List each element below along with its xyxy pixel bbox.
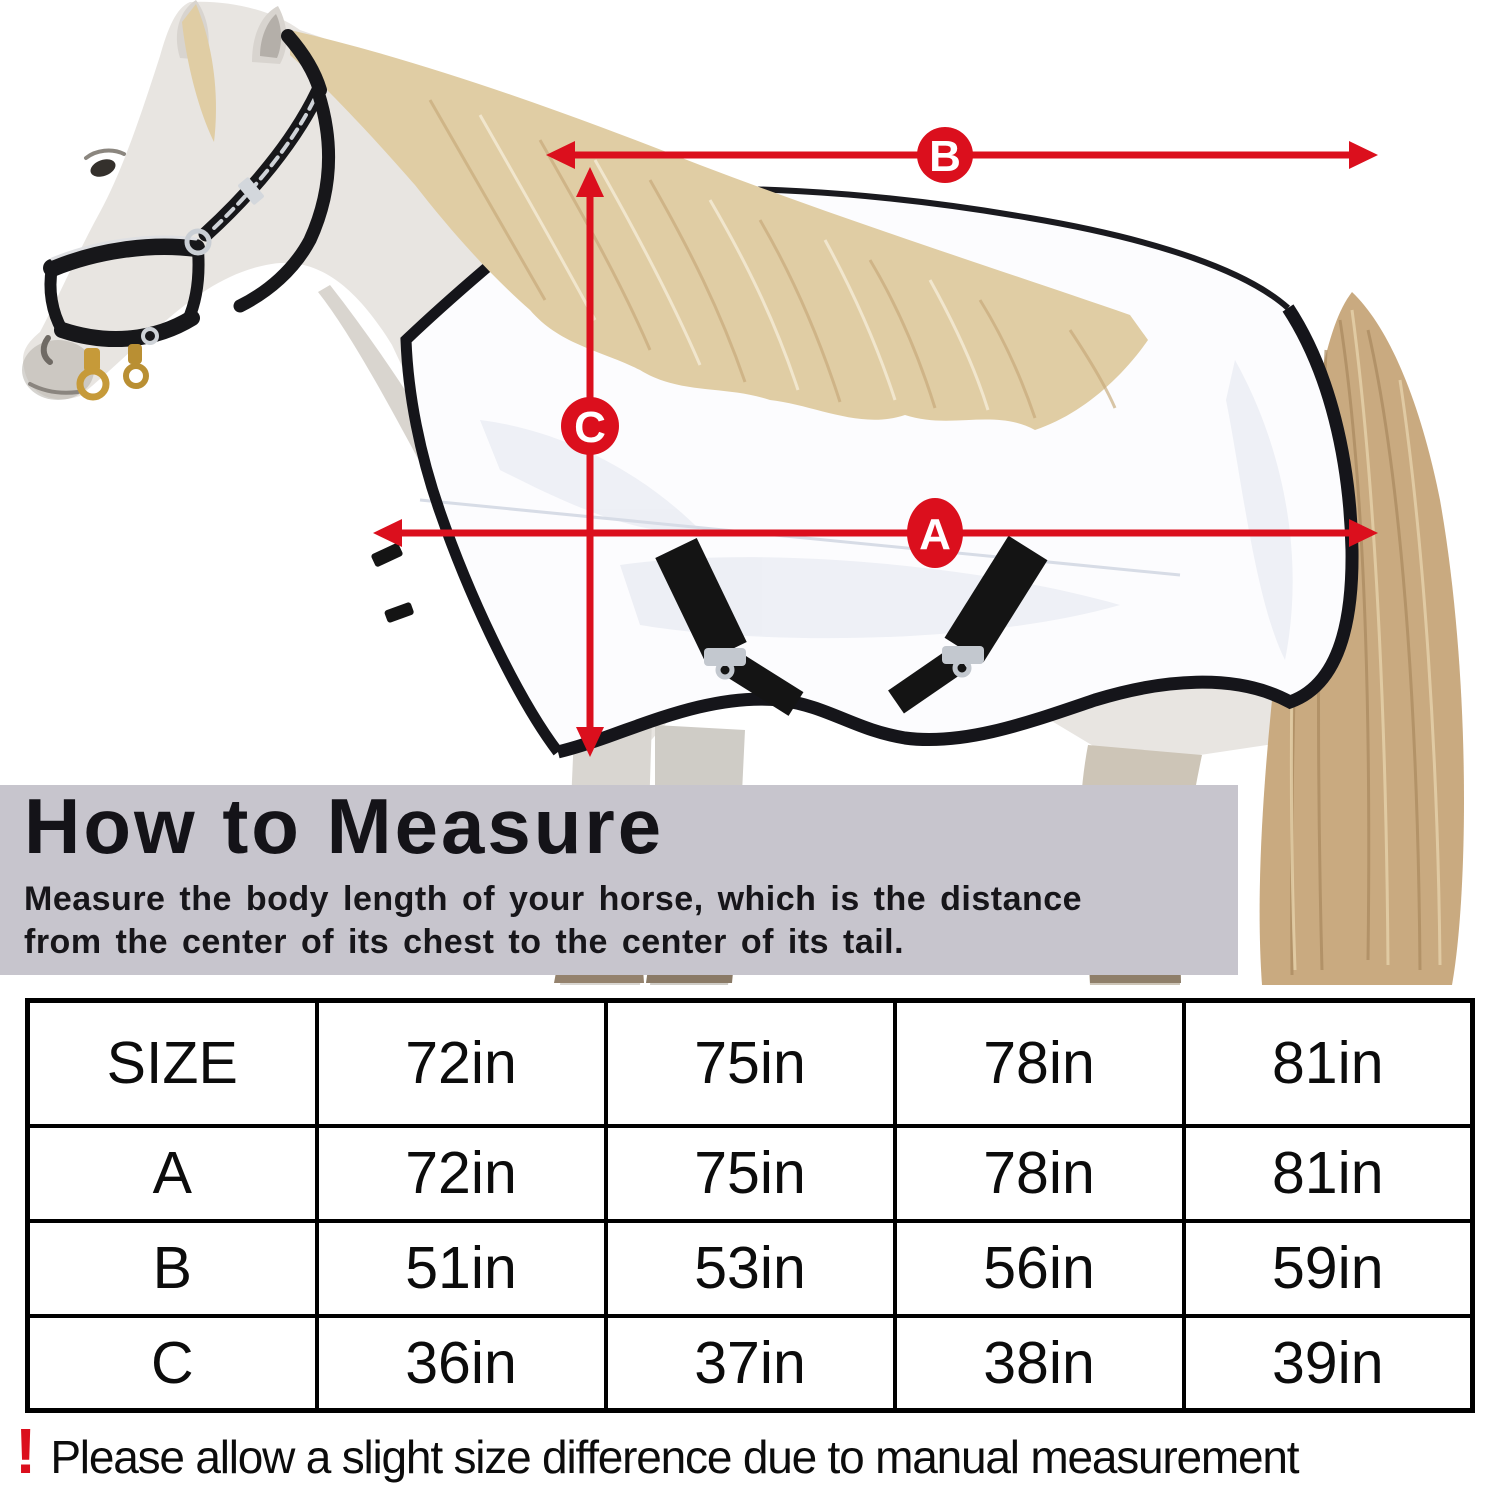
arrow-label-b: B <box>929 132 961 181</box>
halter-throat-strap <box>233 85 335 313</box>
mouth-line <box>28 382 80 395</box>
belly-straps <box>655 535 1048 716</box>
table-cell: 72in <box>314 1123 608 1223</box>
how-to-measure-panel: How to Measure Measure the body length o… <box>0 785 1238 975</box>
halter-noseband-piping <box>50 235 198 261</box>
table-row-b: B 51in 53in 56in 59in <box>25 1218 1475 1318</box>
arrowhead-a-left <box>373 519 402 547</box>
halter-side-ring <box>184 228 212 256</box>
table-cell: 59in <box>1181 1218 1475 1318</box>
halter-cheek-lower-strap <box>182 244 205 326</box>
front-fastener-tab-lower <box>384 602 414 623</box>
forelock <box>182 4 216 142</box>
table-cell: 39in <box>1181 1313 1475 1413</box>
measure-instruction-line2: from the center of its chest to the cent… <box>24 923 905 961</box>
arrow-a: A <box>373 498 1378 568</box>
exclamation-mark: ! <box>15 1415 37 1487</box>
table-cell: 75in <box>603 1123 897 1223</box>
arrow-label-a: A <box>919 510 951 559</box>
table-cell: 37in <box>603 1313 897 1413</box>
size-table: SIZE 72in 75in 78in 81in A 72in 75in 78i… <box>25 998 1475 1413</box>
table-cell: 56in <box>892 1218 1186 1318</box>
arrowhead-b-right <box>1349 141 1378 169</box>
table-row-a: A 72in 75in 78in 81in <box>25 1123 1475 1223</box>
arrow-b: B <box>546 127 1378 183</box>
front-fastener-tab-upper <box>371 543 403 567</box>
eyebrow-line <box>84 148 126 160</box>
arrow-c: C <box>561 167 619 757</box>
strap-clip-left <box>704 648 746 666</box>
disclaimer: ! Please allow a slight size difference … <box>15 1419 1497 1484</box>
halter-chin-ring <box>141 327 159 345</box>
table-header-cell: 72in <box>314 998 608 1128</box>
eye <box>90 159 116 177</box>
table-header-cell: SIZE <box>25 998 319 1128</box>
table-cell: 53in <box>603 1218 897 1318</box>
halter-cheek-chain-detail <box>210 98 316 232</box>
arrow-label-c: C <box>574 403 606 452</box>
arrowhead-b-left <box>546 141 575 169</box>
blanket-hem-trim <box>556 304 1359 759</box>
table-header-cell: 75in <box>603 998 897 1128</box>
arrowhead-c-down <box>576 727 604 757</box>
table-cell: 78in <box>892 1123 1186 1223</box>
brass-snap-hooks <box>76 344 149 401</box>
halter-buckle <box>238 177 264 205</box>
label-badge-b <box>917 127 973 183</box>
halter <box>43 29 335 401</box>
table-header-cell: 81in <box>1181 998 1475 1128</box>
table-row-size: SIZE 72in 75in 78in 81in <box>25 998 1475 1128</box>
mane <box>182 4 1148 430</box>
halter-noseband <box>43 237 205 277</box>
halter-chin-strap <box>54 310 200 347</box>
label-badge-c <box>561 397 619 455</box>
arrowhead-c-up <box>576 167 604 197</box>
how-to-measure-title: How to Measure <box>24 782 665 870</box>
ear-right-inner <box>260 14 282 58</box>
table-row-c: C 36in 37in 38in 39in <box>25 1313 1475 1413</box>
horse-photo: B C A <box>22 0 1464 985</box>
table-cell: 36in <box>314 1313 608 1413</box>
arrowhead-a-right <box>1349 519 1378 547</box>
table-row-label: B <box>25 1218 319 1318</box>
table-row-label: C <box>25 1313 319 1413</box>
table-header-cell: 78in <box>892 998 1186 1128</box>
blanket-front-trim <box>400 191 579 756</box>
measurement-arrows: B C A <box>373 127 1378 757</box>
table-cell: 81in <box>1181 1123 1475 1223</box>
table-cell: 38in <box>892 1313 1186 1413</box>
label-badge-a <box>907 498 963 568</box>
disclaimer-text: Please allow a slight size difference du… <box>50 1431 1299 1483</box>
muzzle-shading <box>22 340 94 400</box>
measure-instruction-line1: Measure the body length of your horse, w… <box>24 880 1083 918</box>
table-cell: 51in <box>314 1218 608 1318</box>
table-row-label: A <box>25 1123 319 1223</box>
strap-clip-right <box>942 646 984 664</box>
nostril <box>40 335 53 365</box>
